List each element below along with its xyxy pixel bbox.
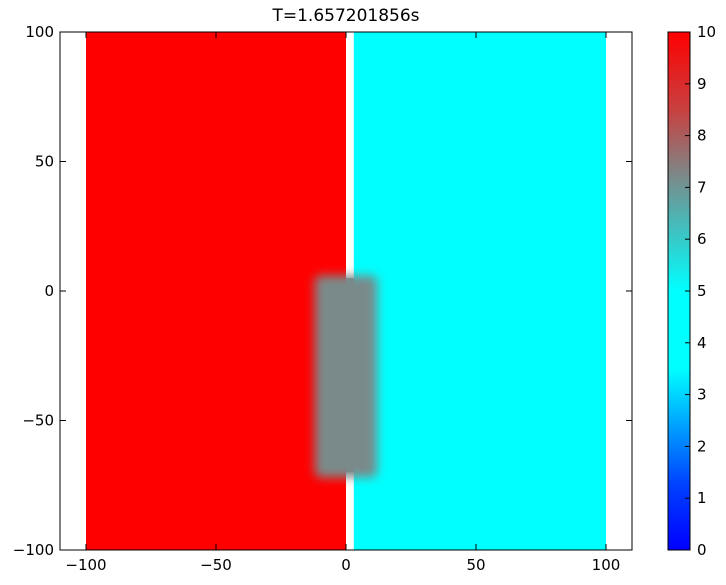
axes: −100 −50 0 50 100 −100 −50 0 50 100 xyxy=(13,23,633,574)
colorbar-tick-label: 0 xyxy=(697,541,707,559)
colorbar-tick-label: 2 xyxy=(697,437,707,455)
y-tick-label: −100 xyxy=(13,541,54,559)
colorbar: 0 1 2 3 4 5 6 7 8 9 10 xyxy=(667,23,716,559)
heatmap-region-right-state xyxy=(353,32,606,550)
colorbar-tick-label: 4 xyxy=(697,334,707,352)
x-tick-label: 0 xyxy=(341,556,351,574)
colorbar-tick-label: 8 xyxy=(697,127,707,145)
colorbar-tick-label: 7 xyxy=(697,178,707,196)
colorbar-tick-label: 3 xyxy=(697,386,707,404)
colorbar-tick-label: 10 xyxy=(697,23,716,41)
x-tick-label: 100 xyxy=(592,556,621,574)
heatmap-region-mixing-zone xyxy=(314,275,378,478)
colorbar-tick-label: 9 xyxy=(697,75,707,93)
chart-title: T=1.657201856s xyxy=(272,6,420,26)
y-tick-label: 100 xyxy=(25,23,54,41)
x-tick-label: −100 xyxy=(65,556,106,574)
y-tick-label: 50 xyxy=(35,153,54,171)
y-tick-label: 0 xyxy=(44,282,54,300)
colorbar-gradient xyxy=(668,32,690,550)
colorbar-tick-label: 1 xyxy=(697,489,707,507)
x-tick-label: −50 xyxy=(200,556,232,574)
y-tick-label: −50 xyxy=(22,412,54,430)
heatmap-region-left-state xyxy=(86,32,346,550)
x-tick-label: 50 xyxy=(466,556,485,574)
plot-area xyxy=(60,32,632,550)
colorbar-tick-label: 6 xyxy=(697,230,707,248)
colorbar-tick-label: 5 xyxy=(697,282,707,300)
